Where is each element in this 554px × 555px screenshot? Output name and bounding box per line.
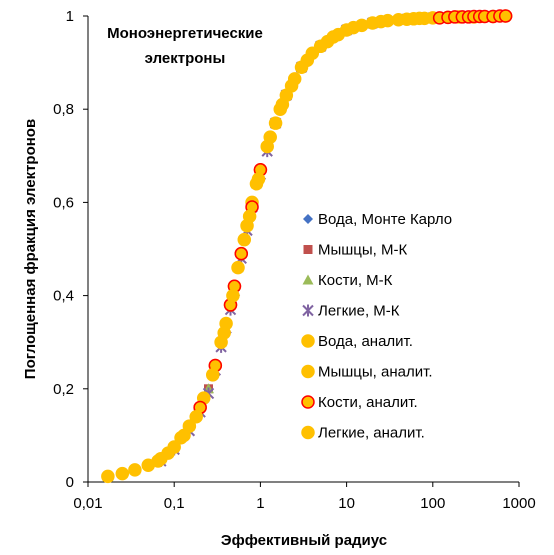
data-point xyxy=(331,27,345,42)
data-point xyxy=(217,326,231,340)
data-point xyxy=(498,9,513,23)
data-point xyxy=(273,102,288,116)
annotation-line-2: электроны xyxy=(145,50,226,67)
x-tick-label: 0,1 xyxy=(164,495,185,512)
y-tick-label: 0 xyxy=(66,474,74,491)
series-8 xyxy=(151,11,432,468)
data-point xyxy=(101,469,115,484)
data-point xyxy=(242,209,257,224)
data-point xyxy=(374,14,388,29)
data-point xyxy=(284,79,299,93)
data-point xyxy=(346,20,361,35)
series-7 xyxy=(193,9,513,415)
legend-marker xyxy=(301,395,315,409)
legend-label: Мышцы, аналит. xyxy=(318,364,433,381)
x-axis-title: Эффективный радиус xyxy=(221,532,387,549)
legend-label: Кости, М-К xyxy=(318,272,393,289)
data-point xyxy=(205,368,220,382)
legend-marker xyxy=(301,425,315,440)
data-point xyxy=(263,130,277,144)
data-points xyxy=(101,9,513,484)
x-tick-label: 10 xyxy=(338,495,355,512)
legend-label: Легкие, аналит. xyxy=(318,425,425,442)
x-tick-label: 1 xyxy=(256,495,264,512)
legend: Вода, Монте Карло Мышцы, М-К Кости, М-К Лег… xyxy=(301,211,452,442)
legend-label: Вода, Монте Карло xyxy=(318,211,452,228)
legend-label: Мышцы, М-К xyxy=(318,242,408,259)
data-point xyxy=(417,11,432,26)
legend-marker xyxy=(303,245,313,254)
data-point xyxy=(128,463,142,477)
data-point xyxy=(251,172,266,186)
y-tick-label: 0,4 xyxy=(53,288,74,305)
data-point xyxy=(226,288,240,303)
data-point xyxy=(300,53,315,68)
data-point xyxy=(234,246,249,261)
x-tick-label: 1000 xyxy=(502,495,535,512)
y-tick-label: 0,2 xyxy=(53,381,74,398)
data-point xyxy=(161,446,175,460)
data-point xyxy=(268,116,283,130)
data-point xyxy=(391,12,406,27)
data-point xyxy=(177,428,191,443)
chart-annotation: Моноэнергетические электроны xyxy=(107,25,263,67)
data-point xyxy=(231,260,245,275)
y-tick-label: 0,8 xyxy=(53,101,74,118)
y-axis-title: Поглощенная фракция электронов xyxy=(22,119,39,379)
data-point xyxy=(151,454,165,468)
legend-marker xyxy=(302,274,314,285)
y-tick-label: 1 xyxy=(66,8,74,25)
data-point xyxy=(189,410,203,424)
y-tick-label: 0,6 xyxy=(53,194,74,211)
annotation-line-1: Моноэнергетические xyxy=(107,25,263,42)
legend-label: Вода, аналит. xyxy=(318,333,413,350)
legend-label: Кости, аналит. xyxy=(318,394,418,411)
legend-marker xyxy=(302,304,314,317)
legend-label: Легкие, М-К xyxy=(318,303,400,320)
data-point xyxy=(237,232,252,247)
axes: 0,01 0,1 1 10 100 1000 0 0,2 0,4 0,6 0,8 1 xyxy=(53,8,536,512)
series-6 xyxy=(115,9,513,481)
x-tick-label: 0,01 xyxy=(73,495,102,512)
legend-marker xyxy=(301,334,315,348)
data-point xyxy=(115,466,130,481)
legend-marker xyxy=(303,214,313,224)
legend-marker xyxy=(301,364,315,379)
x-tick-label: 100 xyxy=(420,495,445,512)
data-point xyxy=(320,34,335,49)
